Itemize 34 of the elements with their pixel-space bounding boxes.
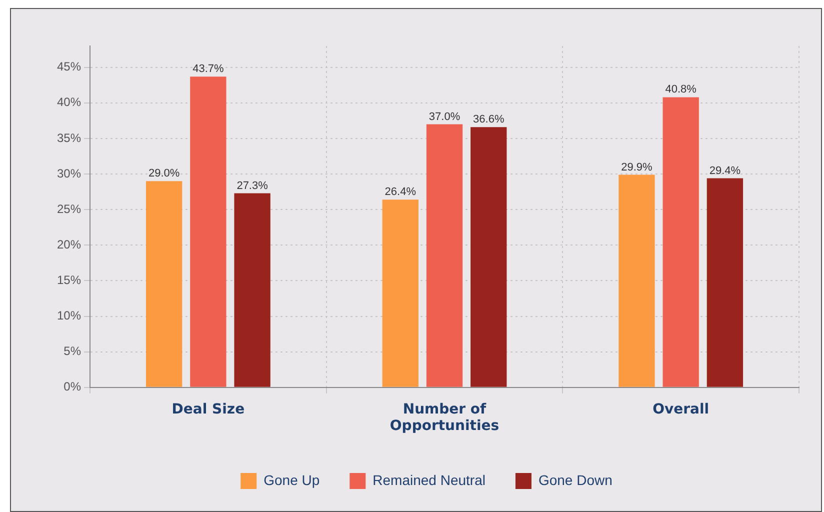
bar xyxy=(470,127,507,387)
y-tick-label: 15% xyxy=(56,273,82,288)
legend-label: Remained Neutral xyxy=(372,472,486,488)
y-tick-label: 10% xyxy=(56,308,82,323)
bar xyxy=(618,174,655,387)
x-tick-label: Number of Opportunities xyxy=(390,401,500,434)
y-tick-label: 35% xyxy=(56,130,82,145)
y-tick-label: 40% xyxy=(56,95,82,110)
bar xyxy=(706,178,744,387)
y-tick-label: 25% xyxy=(56,202,82,216)
data-label: 29.9% xyxy=(621,161,653,174)
data-label: 26.4% xyxy=(384,186,416,198)
bar xyxy=(190,76,226,387)
data-label: 40.8% xyxy=(665,84,697,96)
bar xyxy=(382,200,418,387)
y-tick-label: 5% xyxy=(64,344,82,358)
data-label: 37.0% xyxy=(428,110,460,123)
bar xyxy=(662,97,699,387)
data-label: 29.0% xyxy=(148,168,180,180)
legend-label: Gone Down xyxy=(538,472,612,488)
x-tick-label: Overall xyxy=(652,401,710,418)
y-tick-label: 20% xyxy=(56,237,82,252)
x-tick-label: Deal Size xyxy=(172,401,245,418)
bar xyxy=(146,181,182,387)
y-tick-label: 30% xyxy=(56,166,82,180)
data-label: 43.7% xyxy=(192,63,224,76)
bar xyxy=(234,193,270,387)
legend-label: Gone Up xyxy=(264,472,320,488)
y-tick-label: 45% xyxy=(56,60,82,74)
data-label: 29.4% xyxy=(709,164,741,177)
data-label: 27.3% xyxy=(236,180,268,192)
y-tick-label: 0% xyxy=(64,380,82,394)
data-label: 36.6% xyxy=(473,114,504,126)
bar xyxy=(426,124,463,387)
